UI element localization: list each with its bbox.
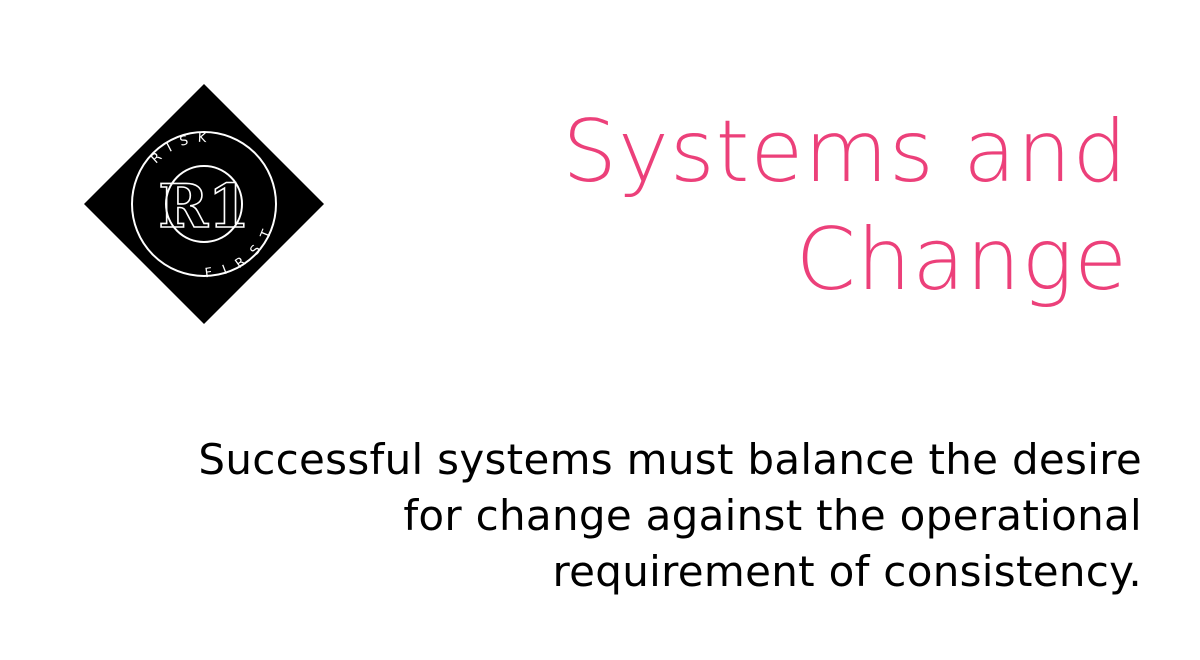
title-line: Systems and <box>562 102 1128 202</box>
title-line: Change <box>795 210 1128 310</box>
logo-inner-ring <box>165 165 243 243</box>
logo-graphic: RISK FIRST R1 <box>84 84 324 324</box>
subtitle-line: for change against the operational <box>403 491 1142 540</box>
page-title: Systems and Change <box>562 98 1128 314</box>
subtitle-line: Successful systems must balance the desi… <box>198 435 1142 484</box>
subtitle-line: requirement of consistency. <box>552 547 1142 596</box>
logo-monogram: R1 <box>158 172 250 242</box>
page-subtitle: Successful systems must balance the desi… <box>42 432 1142 600</box>
logo-ring <box>131 131 277 277</box>
risk-first-logo: RISK FIRST R1 <box>84 84 324 324</box>
logo-diamond <box>84 84 324 324</box>
